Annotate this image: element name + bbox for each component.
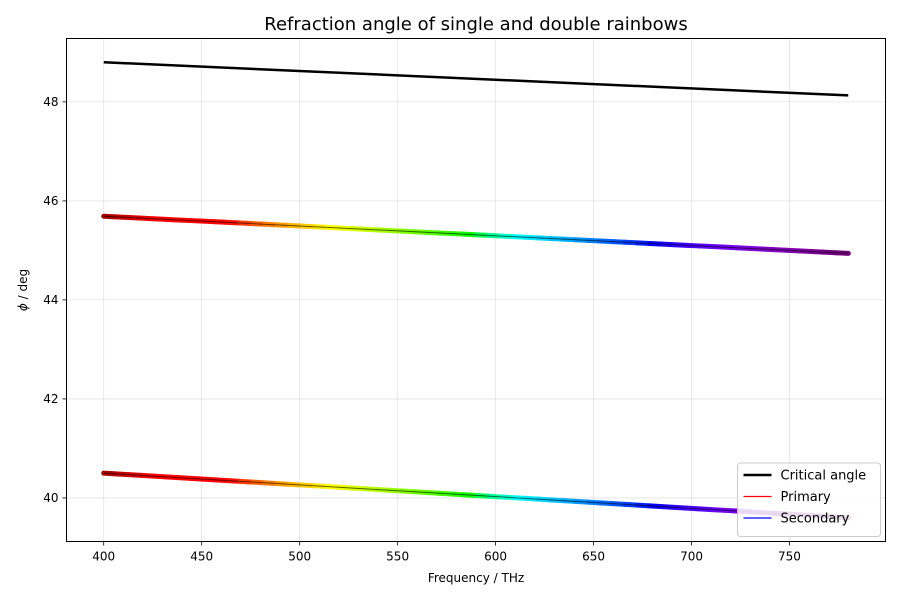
x-tick-label: 650 (582, 550, 605, 564)
y-tick-label: 46 (43, 194, 58, 208)
y-tick-label: 48 (43, 95, 58, 109)
chart-title: Refraction angle of single and double ra… (264, 14, 687, 35)
legend-label-secondary: Secondary (781, 512, 850, 527)
y-tick-label: 40 (43, 491, 58, 505)
x-tick-label: 550 (386, 550, 409, 564)
legend: Critical angle Primary Secondary (737, 462, 881, 537)
grid (66, 38, 886, 542)
x-tick-label: 750 (778, 550, 801, 564)
legend-label-critical-angle: Critical angle (781, 469, 867, 484)
secondary-series (101, 213, 851, 256)
critical-angle-series (103, 61, 849, 97)
plot-frame (66, 38, 886, 542)
y-tick-label: 44 (43, 293, 58, 307)
y-axis-label: ϕ / deg (16, 269, 30, 311)
axis-ticks: 400 450 500 550 600 650 700 750 40 42 44 46 48 (43, 95, 801, 564)
secondary-centerline (103, 215, 849, 254)
critical-angle-line (103, 61, 849, 97)
y-tick-label: 42 (43, 392, 58, 406)
x-tick-label: 700 (680, 550, 703, 564)
legend-box (737, 462, 881, 537)
x-tick-label: 500 (288, 550, 311, 564)
x-tick-label: 450 (190, 550, 213, 564)
x-axis-label: Frequency / THz (428, 571, 524, 585)
x-tick-label: 600 (484, 550, 507, 564)
y-axis-label-unit: / deg (16, 269, 30, 303)
x-tick-label: 400 (92, 550, 115, 564)
y-axis-label-symbol: ϕ (16, 303, 30, 311)
legend-label-primary: Primary (781, 490, 832, 505)
primary-centerline (103, 472, 849, 519)
